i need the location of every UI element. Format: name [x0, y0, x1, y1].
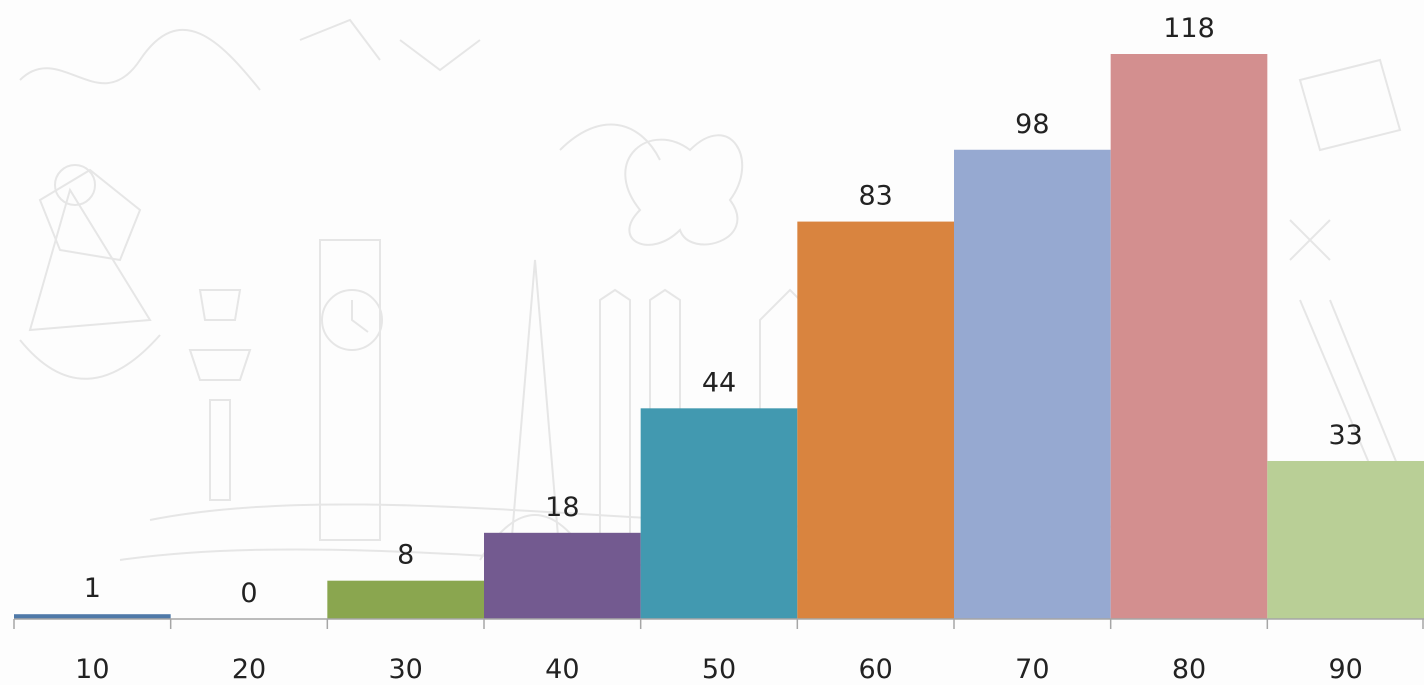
bars-layer	[14, 54, 1424, 619]
bar-80	[1110, 54, 1268, 619]
x-tick-label-20: 20	[232, 654, 266, 685]
x-tick-label-60: 60	[858, 654, 892, 685]
value-label-30: 8	[397, 540, 414, 571]
bar-70	[954, 149, 1111, 619]
value-label-20: 0	[240, 578, 257, 609]
x-axis: 10 20 30 40 50 60 70 80 90	[13, 618, 1424, 685]
x-tick-label-40: 40	[545, 654, 579, 685]
bar-40	[484, 532, 641, 619]
x-tick-label-70: 70	[1015, 654, 1049, 685]
value-labels-layer: 1 0 8 18 44 83 98 118 33	[84, 13, 1363, 609]
value-label-10: 1	[84, 573, 101, 604]
value-label-40: 18	[545, 492, 579, 523]
value-label-50: 44	[702, 367, 736, 398]
value-label-90: 33	[1328, 420, 1362, 451]
x-tick-label-90: 90	[1328, 654, 1362, 685]
x-tick-label-10: 10	[75, 654, 109, 685]
bar-90	[1267, 460, 1424, 619]
bar-50	[640, 408, 798, 619]
value-label-60: 83	[858, 181, 892, 212]
bar-60	[797, 221, 954, 619]
x-tick-label-50: 50	[702, 654, 736, 685]
bar-30	[327, 580, 484, 619]
x-tick-label-80: 80	[1172, 654, 1206, 685]
x-tick-label-30: 30	[388, 654, 422, 685]
value-label-80: 118	[1163, 13, 1215, 44]
bar-10	[14, 614, 171, 619]
value-label-70: 98	[1015, 109, 1049, 140]
